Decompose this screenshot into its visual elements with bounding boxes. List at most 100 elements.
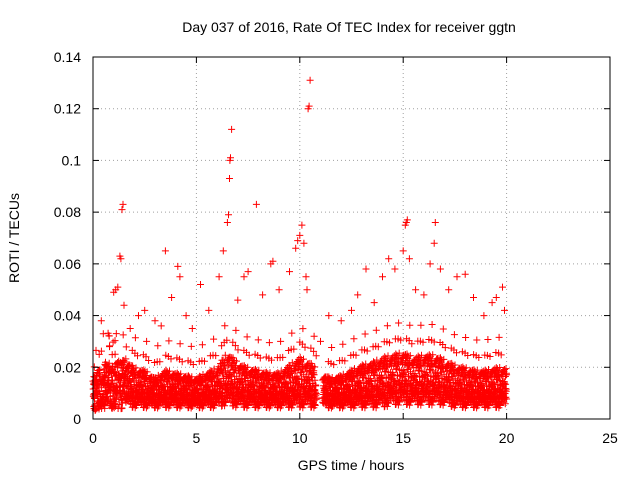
- x-tick-labels: 0 5 10 15 20 25: [89, 430, 618, 446]
- data-point: [464, 352, 472, 359]
- data-point: [275, 286, 283, 294]
- data-point: [470, 294, 477, 301]
- data-point: [426, 260, 434, 268]
- data-point: [296, 231, 304, 239]
- data-point: [159, 382, 167, 390]
- data-point: [485, 402, 493, 410]
- data-point: [310, 332, 318, 340]
- data-point: [157, 322, 165, 330]
- data-point: [167, 355, 175, 363]
- data-point: [252, 365, 259, 373]
- x-tick-label: 10: [292, 430, 308, 446]
- data-point: [156, 358, 164, 366]
- data-point: [492, 294, 500, 301]
- data-point: [95, 350, 103, 358]
- data-point: [99, 330, 107, 338]
- data-point: [363, 347, 371, 355]
- data-point: [385, 255, 393, 263]
- data-point: [378, 373, 385, 381]
- data-point: [221, 322, 229, 330]
- data-point: [473, 336, 481, 344]
- data-point: [462, 364, 470, 372]
- data-point: [418, 398, 426, 406]
- data-point: [354, 291, 362, 299]
- data-point: [162, 366, 170, 374]
- data-point: [142, 353, 150, 361]
- data-point: [422, 370, 430, 378]
- data-point: [435, 373, 443, 381]
- data-point: [325, 373, 333, 381]
- data-point: [330, 361, 338, 369]
- data-point: [138, 382, 146, 389]
- data-point: [385, 399, 393, 407]
- data-point: [231, 342, 239, 350]
- data-point: [485, 366, 492, 373]
- data-point: [475, 354, 483, 361]
- data-point: [226, 175, 233, 182]
- data-point: [374, 343, 382, 351]
- data-point: [370, 358, 377, 366]
- data-point: [362, 360, 370, 368]
- data-point: [430, 338, 438, 346]
- data-point: [165, 337, 173, 345]
- x-tick-label: 15: [395, 430, 411, 446]
- data-point: [111, 350, 119, 358]
- data-point: [312, 396, 320, 404]
- data-point: [187, 342, 195, 350]
- data-point: [221, 362, 229, 370]
- data-point: [119, 200, 127, 208]
- data-point: [406, 401, 414, 409]
- data-point: [395, 349, 403, 357]
- data-point: [298, 221, 306, 229]
- data-point: [440, 355, 448, 363]
- data-point: [436, 265, 444, 273]
- data-point: [312, 382, 320, 390]
- data-point: [166, 367, 173, 375]
- data-point: [151, 317, 159, 325]
- data-point: [227, 154, 234, 162]
- data-point: [373, 401, 381, 409]
- data-point: [348, 306, 355, 314]
- data-point: [223, 219, 231, 226]
- data-points: [89, 76, 511, 414]
- data-point: [478, 381, 486, 389]
- data-point: [496, 364, 504, 371]
- data-point: [355, 378, 363, 386]
- data-point: [151, 383, 159, 391]
- data-point: [420, 291, 428, 299]
- data-point: [155, 402, 163, 410]
- data-point: [245, 351, 253, 359]
- data-point: [453, 273, 461, 281]
- data-point: [351, 402, 359, 410]
- y-tick-label: 0.14: [54, 49, 81, 65]
- data-point: [406, 352, 414, 360]
- grid-lines: [93, 57, 610, 419]
- data-point: [122, 355, 130, 363]
- y-tick-label: 0.04: [54, 308, 81, 324]
- data-point: [143, 368, 151, 376]
- data-point: [502, 393, 510, 401]
- data-point: [325, 312, 333, 320]
- data-point: [301, 343, 309, 351]
- data-point: [173, 369, 181, 377]
- data-point: [456, 378, 464, 386]
- data-point: [366, 376, 374, 384]
- data-point: [484, 336, 492, 343]
- data-point: [362, 401, 370, 409]
- data-point: [252, 200, 260, 208]
- data-point: [403, 216, 411, 224]
- data-point: [339, 340, 347, 348]
- data-point: [337, 317, 345, 325]
- data-point: [473, 366, 481, 374]
- data-point: [489, 380, 497, 388]
- data-point: [401, 371, 409, 379]
- data-point: [292, 244, 300, 252]
- data-point: [399, 247, 407, 255]
- data-point: [429, 351, 437, 359]
- data-point: [289, 401, 297, 409]
- data-point: [161, 247, 169, 255]
- data-point: [311, 402, 319, 409]
- data-point: [232, 326, 240, 334]
- data-point: [389, 370, 397, 378]
- data-point: [322, 384, 330, 392]
